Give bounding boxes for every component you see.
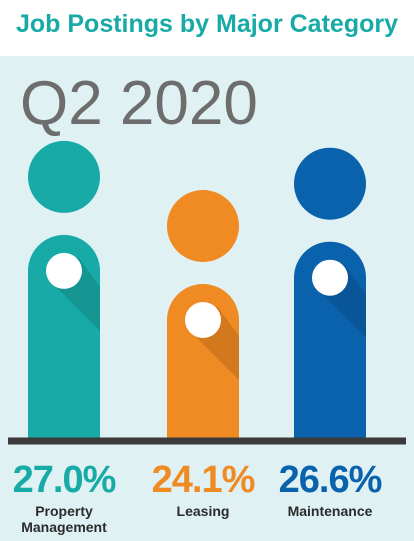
figure-body [167, 284, 239, 438]
figure-body [28, 234, 101, 438]
joint-dot [46, 252, 82, 289]
chart-title: Job Postings by Major Category [16, 10, 398, 38]
category-label: Maintenance [287, 503, 373, 519]
chart-subtitle: Q2 2020 [20, 69, 258, 138]
figure-head [167, 190, 239, 262]
value-label: 27.0% [13, 459, 116, 501]
figure-body [294, 241, 366, 438]
joint-dot [312, 259, 348, 296]
category-label: Property Management [21, 503, 107, 535]
joint-dot [185, 302, 221, 338]
figure-head [28, 140, 100, 213]
figure-head [294, 147, 366, 220]
category-label: Leasing [176, 503, 230, 519]
value-label: 26.6% [279, 459, 382, 501]
value-label: 24.1% [152, 459, 255, 501]
